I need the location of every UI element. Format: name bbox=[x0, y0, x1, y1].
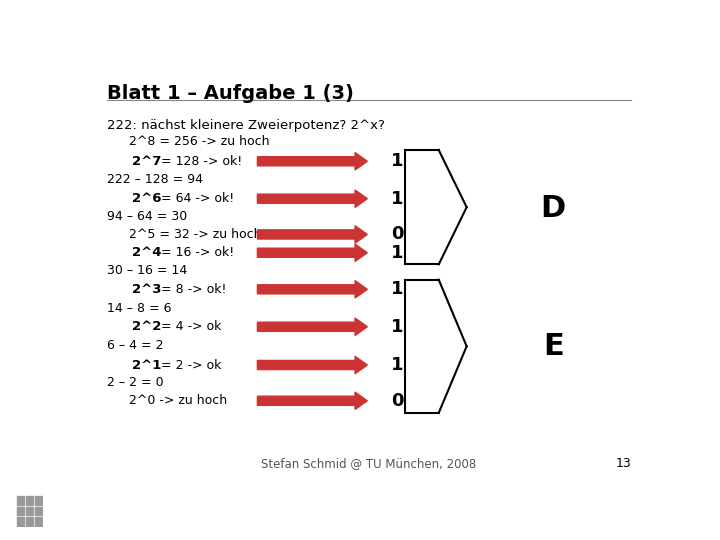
Text: = 2 -> ok: = 2 -> ok bbox=[157, 359, 221, 372]
Text: 6 – 4 = 2: 6 – 4 = 2 bbox=[107, 339, 163, 352]
Text: 222: nächst kleinere Zweierpotenz? 2^x?: 222: nächst kleinere Zweierpotenz? 2^x? bbox=[107, 119, 384, 132]
FancyArrow shape bbox=[258, 392, 367, 409]
Bar bbox=[35, 496, 42, 505]
FancyArrow shape bbox=[258, 226, 367, 243]
Text: 1: 1 bbox=[392, 190, 404, 208]
Text: 14 – 8 = 6: 14 – 8 = 6 bbox=[107, 301, 171, 314]
Text: 30 – 16 = 14: 30 – 16 = 14 bbox=[107, 264, 187, 277]
Text: 2^4: 2^4 bbox=[132, 246, 161, 259]
Text: 2^3: 2^3 bbox=[132, 283, 161, 296]
Text: 2^2: 2^2 bbox=[132, 320, 161, 333]
Text: 1: 1 bbox=[392, 318, 404, 336]
Text: 0: 0 bbox=[392, 225, 404, 244]
Bar bbox=[26, 507, 33, 515]
Text: 2^7: 2^7 bbox=[132, 155, 161, 168]
Text: 1: 1 bbox=[392, 152, 404, 170]
FancyArrow shape bbox=[258, 190, 367, 207]
Text: Stefan Schmid @ TU München, 2008: Stefan Schmid @ TU München, 2008 bbox=[261, 457, 477, 470]
Text: E: E bbox=[543, 332, 564, 361]
Text: 222 – 128 = 94: 222 – 128 = 94 bbox=[107, 173, 203, 186]
Text: 2^8 = 256 -> zu hoch: 2^8 = 256 -> zu hoch bbox=[129, 135, 269, 148]
FancyArrow shape bbox=[258, 281, 367, 298]
FancyArrow shape bbox=[258, 152, 367, 170]
Bar bbox=[35, 517, 42, 525]
Text: 2 – 2 = 0: 2 – 2 = 0 bbox=[107, 376, 163, 389]
Text: 94 – 64 = 30: 94 – 64 = 30 bbox=[107, 210, 187, 223]
Text: = 128 -> ok!: = 128 -> ok! bbox=[157, 155, 242, 168]
FancyArrow shape bbox=[258, 244, 367, 261]
Text: 2^6: 2^6 bbox=[132, 192, 161, 205]
Text: 2^1: 2^1 bbox=[132, 359, 161, 372]
Text: = 4 -> ok: = 4 -> ok bbox=[157, 320, 221, 333]
Text: = 16 -> ok!: = 16 -> ok! bbox=[157, 246, 234, 259]
Bar bbox=[17, 507, 24, 515]
Bar bbox=[17, 496, 24, 505]
Text: 1: 1 bbox=[392, 356, 404, 374]
Bar bbox=[17, 517, 24, 525]
Text: 13: 13 bbox=[616, 457, 631, 470]
Bar bbox=[26, 496, 33, 505]
Text: Blatt 1 – Aufgabe 1 (3): Blatt 1 – Aufgabe 1 (3) bbox=[107, 84, 354, 103]
Text: 0: 0 bbox=[392, 392, 404, 410]
Text: 2^0 -> zu hoch: 2^0 -> zu hoch bbox=[129, 394, 228, 407]
Text: D: D bbox=[541, 194, 566, 223]
Bar bbox=[35, 507, 42, 515]
Text: 1: 1 bbox=[392, 280, 404, 298]
Text: = 8 -> ok!: = 8 -> ok! bbox=[157, 283, 227, 296]
FancyArrow shape bbox=[258, 356, 367, 374]
Bar bbox=[26, 517, 33, 525]
Text: = 64 -> ok!: = 64 -> ok! bbox=[157, 192, 234, 205]
Text: 1: 1 bbox=[392, 244, 404, 262]
FancyArrow shape bbox=[258, 318, 367, 335]
Text: 2^5 = 32 -> zu hoch: 2^5 = 32 -> zu hoch bbox=[129, 228, 261, 241]
